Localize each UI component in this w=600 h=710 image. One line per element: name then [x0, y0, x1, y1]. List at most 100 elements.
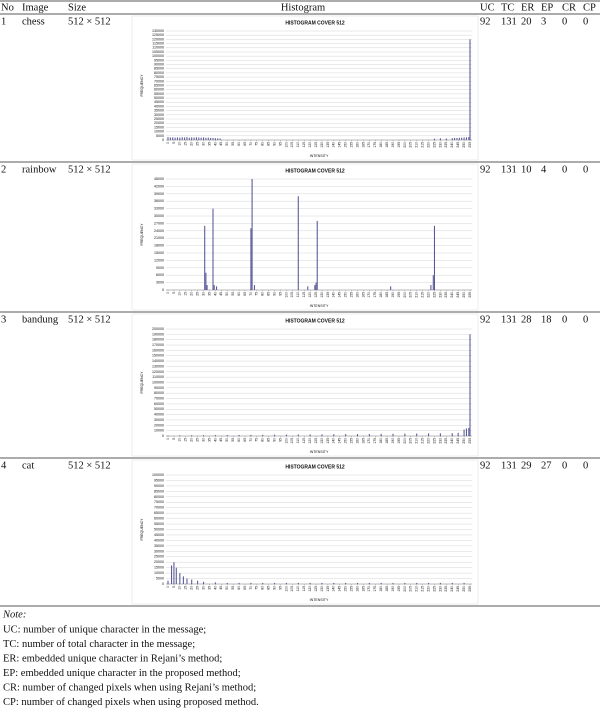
y-tick-label: 100000	[152, 473, 164, 477]
note-line: CP: number of changed pixels when using …	[3, 697, 259, 708]
y-tick-label: 130000	[152, 29, 164, 33]
x-tick-label: 85	[267, 586, 271, 590]
y-tick-label: 33000	[154, 207, 164, 211]
bar	[404, 582, 406, 584]
x-tick-label: 130	[320, 142, 324, 148]
x-tick-label: 50	[225, 438, 229, 442]
x-tick-label: 80	[261, 586, 265, 590]
header-cell: ER	[521, 2, 534, 13]
x-tick-label: 255	[468, 142, 472, 148]
y-tick-label: 65000	[154, 83, 164, 87]
x-tick-label: 110	[296, 142, 300, 148]
y-tick-label: 70000	[154, 79, 164, 83]
x-tick-label: 55	[231, 586, 235, 590]
bar	[179, 137, 181, 140]
y-tick-label: 200000	[152, 327, 164, 331]
y-tick-label: 9000	[156, 266, 164, 270]
bar	[182, 576, 184, 584]
bar	[250, 434, 252, 436]
y-tick-label: 95000	[154, 58, 164, 62]
y-tick-label: 60000	[154, 88, 164, 92]
bar	[238, 434, 240, 436]
x-tick-label: 120	[308, 438, 312, 444]
y-tick-label: 12000	[154, 258, 164, 262]
x-tick-label: 185	[385, 142, 389, 148]
header-cell: CR	[562, 2, 576, 13]
x-tick-label: 120	[308, 292, 312, 298]
x-tick-label: 245	[456, 586, 460, 592]
chart-title: HISTOGRAM COVER 512	[285, 20, 345, 26]
y-tick-label: 160000	[152, 348, 164, 352]
x-tick-label: 95	[278, 142, 282, 146]
y-tick-label: 80000	[154, 495, 164, 499]
cell: 20	[521, 16, 532, 27]
x-tick-label: 215	[421, 438, 425, 444]
y-axis-label: FREQUENCY	[140, 371, 144, 394]
bar	[309, 434, 311, 436]
y-tick-label: 25000	[154, 555, 164, 559]
bar	[451, 433, 453, 436]
bar	[200, 137, 202, 140]
x-tick-label: 20	[190, 292, 194, 296]
x-tick-label: 95	[278, 292, 282, 296]
x-tick-label: 115	[302, 292, 306, 298]
x-tick-label: 140	[332, 292, 336, 298]
x-tick-label: 195	[397, 586, 401, 592]
x-tick-label: 55	[231, 438, 235, 442]
bar	[469, 39, 471, 141]
y-tick-label: 125000	[152, 33, 164, 37]
histogram: HISTOGRAM COVER 512FREQUENCY050001000015…	[131, 15, 479, 161]
x-tick-label: 10	[178, 438, 182, 442]
bar	[465, 428, 467, 436]
x-tick-label: 110	[296, 438, 300, 444]
bar	[356, 434, 359, 436]
header-cell: Size	[68, 2, 86, 13]
bar	[197, 580, 199, 584]
x-tick-label: 230	[438, 438, 442, 444]
x-tick-label: 30	[201, 438, 205, 442]
y-tick-label: 190000	[152, 332, 164, 336]
bar	[458, 137, 460, 140]
y-tick-label: 15000	[154, 125, 164, 129]
x-tick-label: 25	[195, 292, 199, 296]
y-tick-label: 65000	[154, 511, 164, 515]
x-tick-label: 155	[349, 586, 353, 592]
x-tick-label: 210	[415, 292, 419, 298]
x-tick-label: 195	[397, 142, 401, 148]
cell: 0	[583, 16, 588, 27]
x-tick-label: 210	[415, 438, 419, 444]
y-tick-label: 45000	[154, 533, 164, 537]
bar	[181, 137, 183, 140]
cell: 27	[541, 460, 552, 471]
cell: 18	[541, 314, 552, 325]
y-tick-label: 75000	[154, 500, 164, 504]
y-tick-label: 0	[162, 288, 164, 292]
histogram: HISTOGRAM COVER 512FREQUENCY010000200003…	[131, 313, 479, 457]
x-tick-label: 240	[450, 142, 454, 148]
x-tick-label: 125	[314, 292, 318, 298]
x-tick-label: 15	[184, 142, 188, 146]
x-tick-label: 145	[338, 438, 342, 444]
x-tick-label: 200	[403, 142, 407, 148]
x-tick-label: 175	[373, 438, 377, 444]
x-tick-label: 85	[267, 142, 271, 146]
x-tick-label: 220	[426, 438, 430, 444]
cell: bandung	[22, 314, 59, 325]
bar	[262, 582, 264, 584]
x-tick-label: 135	[326, 292, 330, 298]
x-axis-label: INTENSITY	[310, 154, 329, 158]
y-tick-label: 110000	[152, 375, 164, 379]
x-tick-label: 65	[243, 142, 247, 146]
note-line: EP: embedded unique character in the pro…	[3, 668, 241, 679]
x-tick-label: 220	[426, 292, 430, 298]
bar	[202, 581, 205, 584]
header-cell: Image	[22, 2, 49, 13]
cell: 512 × 512	[68, 314, 111, 325]
bar	[468, 137, 470, 140]
y-tick-label: 10000	[154, 429, 164, 433]
x-tick-label: 225	[432, 586, 436, 592]
bar	[297, 434, 299, 436]
x-tick-label: 50	[225, 292, 229, 296]
bar	[345, 582, 347, 584]
x-tick-label: 235	[444, 438, 448, 444]
